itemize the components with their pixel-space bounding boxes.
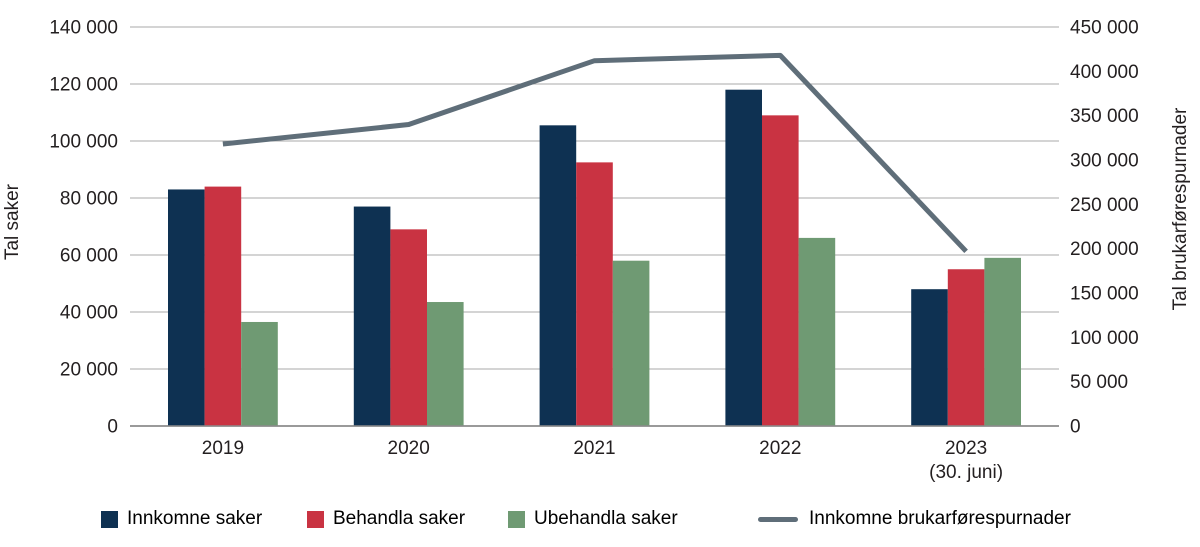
x-axis-category-label: 2019 xyxy=(202,438,244,459)
left-axis-tick-label: 0 xyxy=(107,417,118,438)
legend-label: Ubehandla saker xyxy=(534,508,678,529)
bar-ubehandla-saker xyxy=(984,257,1021,426)
x-axis-category-label: 2022 xyxy=(759,438,801,459)
right-axis-tick-label: 450 000 xyxy=(1070,18,1139,39)
x-axis-category-label: 2020 xyxy=(388,438,430,459)
legend-swatch-behandla-saker xyxy=(307,510,324,528)
left-axis-tick-label: 120 000 xyxy=(49,75,118,96)
bar-innkomne-saker xyxy=(725,89,762,426)
right-axis-tick-label: 100 000 xyxy=(1070,328,1139,349)
left-axis-tick-label: 40 000 xyxy=(60,303,118,324)
legend-swatch-innkomne-saker xyxy=(101,510,118,528)
left-axis-title: Tal saker xyxy=(2,183,23,260)
x-axis-category-label-line: 2022 xyxy=(759,438,801,459)
line-innkomne-brukarf-respurnader xyxy=(222,52,968,254)
bar-ubehandla-saker xyxy=(427,302,464,426)
right-axis-title: Tal brukarførespurnader xyxy=(1170,107,1191,310)
left-axis-tick-label: 80 000 xyxy=(60,189,118,210)
right-axis-tick-label: 250 000 xyxy=(1070,195,1139,216)
legend-swatch-ubehandla-saker xyxy=(508,510,525,528)
right-axis-tick-label: 50 000 xyxy=(1070,372,1128,393)
legend-label: Behandla saker xyxy=(333,508,466,529)
bar-ubehandla-saker xyxy=(798,237,836,426)
x-axis-category-label: 2021 xyxy=(573,438,615,459)
legend-item-behandla-saker: Behandla saker xyxy=(307,509,465,529)
bar-behandla-saker xyxy=(762,115,799,426)
bar-innkomne-saker xyxy=(168,189,205,426)
legend-item-brukarforespurnader: Innkomne brukarførespurnader xyxy=(758,509,1071,529)
bar-ubehandla-saker xyxy=(612,260,650,426)
x-axis-category-label-line: 2020 xyxy=(388,438,430,459)
legend-item-innkomne-saker: Innkomne saker xyxy=(101,509,262,529)
x-axis-category-label: 2023 (30. juni) xyxy=(929,438,1003,483)
bar-behandla-saker xyxy=(576,162,613,426)
right-axis-tick-label: 400 000 xyxy=(1070,62,1139,83)
left-axis-tick-label: 100 000 xyxy=(49,132,118,153)
bar-innkomne-saker xyxy=(539,125,577,426)
legend-item-ubehandla-saker: Ubehandla saker xyxy=(508,509,678,529)
right-axis-tick-label: 0 xyxy=(1070,417,1081,438)
legend-label: Innkomne saker xyxy=(127,508,263,529)
bar-behandla-saker xyxy=(204,186,242,426)
x-axis-category-label-line: 2023 xyxy=(945,438,987,459)
left-axis-tick-label: 20 000 xyxy=(60,360,118,381)
x-axis-category-label-line: (30. juni) xyxy=(929,462,1003,483)
right-axis-tick-label: 350 000 xyxy=(1070,106,1139,127)
bar-innkomne-saker xyxy=(353,206,391,426)
right-axis-tick-label: 150 000 xyxy=(1070,284,1139,305)
bar-behandla-saker xyxy=(947,269,985,426)
legend-label: Innkomne brukarførespurnader xyxy=(809,508,1071,529)
legend-line-swatch xyxy=(758,516,798,522)
bar-innkomne-saker xyxy=(911,289,948,426)
left-axis-tick-label: 60 000 xyxy=(60,246,118,267)
x-axis-category-label-line: 2021 xyxy=(573,438,615,459)
right-axis-tick-label: 300 000 xyxy=(1070,151,1139,172)
bar-ubehandla-saker xyxy=(241,321,278,426)
bar-behandla-saker xyxy=(390,229,427,426)
x-axis-category-label-line: 2019 xyxy=(202,438,244,459)
left-axis-tick-label: 140 000 xyxy=(49,18,118,39)
right-axis-tick-label: 200 000 xyxy=(1070,239,1139,260)
